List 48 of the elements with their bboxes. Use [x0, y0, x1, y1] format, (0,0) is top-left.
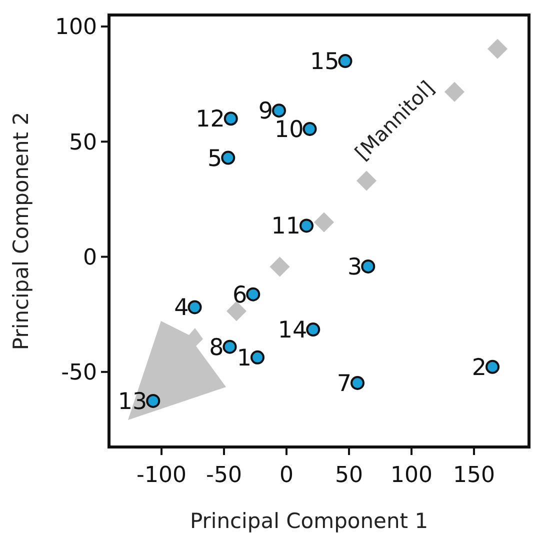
- point: [270, 256, 290, 277]
- x-tick-label: -100: [136, 463, 186, 488]
- point: [338, 54, 352, 68]
- point: [300, 218, 314, 233]
- x-tick-label: -50: [206, 463, 242, 488]
- point: [356, 170, 376, 191]
- annotation: 6: [232, 282, 248, 308]
- annotation: 9: [258, 98, 273, 125]
- y-tick-label: -50: [61, 360, 97, 386]
- y-tick-label: 100: [55, 15, 97, 40]
- x-tick-label: 50: [335, 463, 363, 488]
- point: [246, 287, 260, 302]
- point: [488, 38, 508, 59]
- annotation: 14: [278, 318, 308, 344]
- point: [146, 394, 160, 408]
- annotation: 12: [196, 106, 225, 133]
- x-tick-label: 150: [453, 463, 495, 488]
- x-tick-label: 100: [390, 463, 432, 488]
- y-tick-label: 0: [83, 245, 97, 270]
- y-axis-title: Principal Component 2: [9, 112, 33, 350]
- annotation: 10: [274, 116, 304, 143]
- point: [226, 301, 246, 322]
- annotation: 15: [310, 49, 340, 76]
- annotation: 3: [347, 254, 362, 280]
- annotation: 1: [236, 345, 252, 372]
- point: [188, 300, 202, 314]
- x-axis-title: Principal Component 1: [190, 509, 428, 533]
- point: [350, 376, 364, 390]
- annotation: 4: [174, 295, 189, 322]
- point: [306, 322, 320, 337]
- annotation: 7: [336, 370, 352, 397]
- point: [221, 150, 236, 165]
- point: [250, 350, 264, 364]
- y-tick-label: 50: [69, 130, 97, 156]
- annotation: 8: [209, 334, 224, 361]
- annotation: 5: [207, 146, 222, 172]
- point: [444, 82, 464, 102]
- x-tick-label: 0: [280, 463, 294, 488]
- annotation: 13: [118, 388, 148, 415]
- point: [302, 122, 317, 136]
- point: [361, 259, 376, 274]
- annotation: 2: [472, 354, 486, 381]
- point: [272, 104, 286, 118]
- point: [486, 360, 500, 374]
- annotation: 11: [271, 214, 300, 240]
- point: [222, 340, 237, 354]
- point: [314, 212, 334, 232]
- point: [224, 112, 238, 126]
